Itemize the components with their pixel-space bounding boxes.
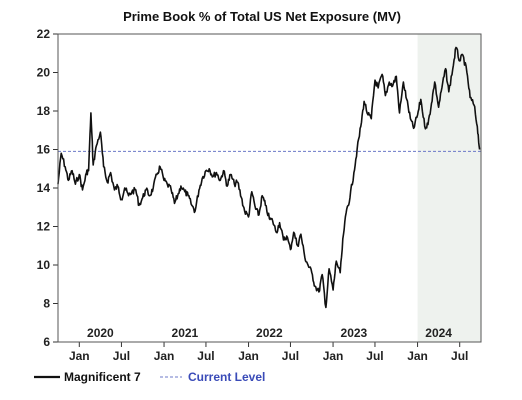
x-tick-label: Jul xyxy=(366,349,383,363)
shaded-region xyxy=(417,34,481,342)
x-tick-label: Jul xyxy=(282,349,299,363)
x-tick-label: Jul xyxy=(197,349,214,363)
x-tick-label: Jul xyxy=(113,349,130,363)
chart-title: Prime Book % of Total US Net Exposure (M… xyxy=(123,9,401,24)
y-tick-label: 18 xyxy=(37,104,51,118)
y-tick-label: 10 xyxy=(37,258,51,272)
y-tick-label: 20 xyxy=(37,66,51,80)
legend: Magnificent 7 Current Level xyxy=(34,370,265,384)
y-tick-label: 12 xyxy=(37,220,51,234)
legend-label-current-level: Current Level xyxy=(188,370,265,384)
x-tick-label: Jul xyxy=(451,349,468,363)
x-tick-label: Jan xyxy=(238,349,259,363)
y-axis: 6 8 10 12 14 16 18 20 22 xyxy=(37,27,58,349)
year-label: 2020 xyxy=(87,326,114,340)
y-tick-label: 14 xyxy=(37,181,51,195)
year-label: 2024 xyxy=(425,326,452,340)
year-label: 2021 xyxy=(172,326,199,340)
year-label: 2023 xyxy=(341,326,368,340)
year-label: 2022 xyxy=(256,326,283,340)
legend-label-magnificent-7: Magnificent 7 xyxy=(64,370,141,384)
plot-frame xyxy=(57,33,482,343)
x-tick-label: Jan xyxy=(69,349,90,363)
x-tick-label: Jan xyxy=(154,349,175,363)
x-tick-label: Jan xyxy=(323,349,344,363)
x-tick-label: Jan xyxy=(407,349,428,363)
y-tick-label: 16 xyxy=(37,143,51,157)
y-tick-label: 8 xyxy=(43,297,50,311)
series-line-magnificent-7 xyxy=(57,46,481,309)
x-axis: 2020 2021 2022 2023 2024 Jan Jul Jan Jul Jan Jul Ja… xyxy=(69,326,468,363)
y-tick-label: 6 xyxy=(43,335,50,349)
y-tick-label: 22 xyxy=(37,27,51,41)
